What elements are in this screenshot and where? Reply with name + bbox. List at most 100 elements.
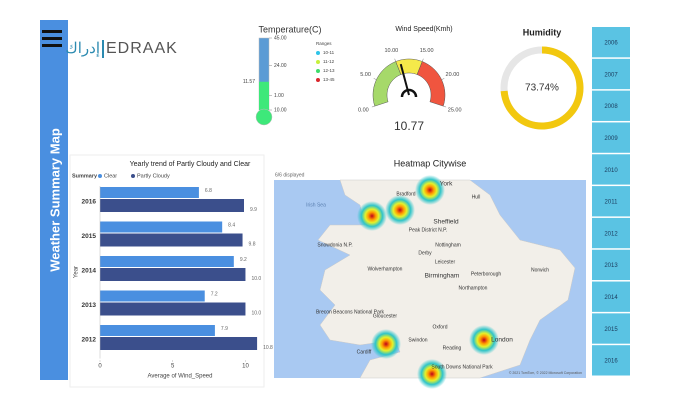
bar	[100, 325, 215, 336]
bar	[100, 233, 243, 247]
legend-title: Ranges	[316, 41, 332, 46]
value-label: 11.57	[243, 79, 255, 85]
year-label: 2006	[604, 40, 618, 46]
year-button[interactable]	[592, 217, 630, 249]
tick-label: 15.00	[420, 48, 434, 54]
heat-spot	[469, 325, 499, 355]
y-tick-label: 2014	[82, 268, 97, 275]
map-credit: © 2021 TomTom, © 2022 Microsoft Corporat…	[509, 371, 582, 375]
legend-label: 10-11	[323, 50, 335, 55]
year-label: 2013	[604, 263, 618, 269]
y-tick-label: 2015	[82, 233, 97, 240]
data-label: 10.8	[263, 345, 273, 351]
gauge-band	[416, 61, 446, 107]
map-label: Norwich	[531, 267, 549, 273]
heat-spot	[385, 195, 415, 225]
bar	[100, 268, 246, 281]
chart-title: Temperature(C)	[258, 24, 321, 34]
map-label: Snowdonia N.P.	[317, 242, 352, 248]
y-tick-label: 10.00	[274, 107, 287, 113]
tick-mark	[441, 78, 445, 80]
data-label: 10.0	[251, 310, 261, 316]
legend-marker	[316, 60, 320, 64]
legend-marker	[316, 78, 320, 82]
map-label: Leicester	[435, 259, 456, 265]
legend-label: 11-12	[323, 59, 335, 64]
year-label: 2008	[604, 104, 618, 110]
chart-title: Wind Speed(Kmh)	[395, 26, 452, 33]
map-label: Peak District N.P.	[409, 227, 448, 233]
legend-marker	[316, 69, 320, 73]
map-label: Cardiff	[357, 349, 372, 355]
logo: EDRAAK	[106, 40, 178, 57]
tick-label: 10.00	[384, 48, 398, 54]
year-label: 2011	[605, 200, 619, 206]
sidebar	[40, 20, 68, 380]
year-button[interactable]	[592, 154, 630, 185]
year-button[interactable]	[592, 345, 630, 376]
logo-divider	[102, 40, 104, 58]
tick-label: 20.00	[446, 72, 460, 78]
year-label: 2012	[604, 231, 618, 237]
value-label: 10.77	[394, 119, 424, 133]
year-button[interactable]	[592, 122, 630, 153]
value-label: 73.74%	[525, 83, 559, 94]
tube-fill	[259, 81, 269, 110]
bar	[100, 337, 258, 350]
map-label: Northampton	[459, 285, 488, 291]
map-label: South Downs National Park	[431, 364, 493, 370]
y-tick-label: 2013	[82, 302, 97, 309]
year-label: 2014	[604, 295, 618, 301]
year-button[interactable]	[592, 249, 630, 281]
y-tick-label: 24.00	[274, 63, 287, 69]
bar	[100, 290, 205, 302]
needle-hub	[400, 88, 418, 98]
chart-title: Humidity	[523, 27, 562, 37]
x-tick-label: 5	[171, 364, 175, 370]
map-label: Irish Sea	[306, 202, 326, 208]
map-label: Derby	[418, 250, 432, 256]
year-button[interactable]	[592, 313, 630, 344]
heat-spot	[371, 329, 401, 359]
map-label: Gloucester	[373, 313, 398, 319]
map-label: Wolverhampton	[368, 266, 403, 272]
bar	[100, 199, 244, 212]
year-button[interactable]	[592, 281, 630, 312]
tick-mark	[373, 78, 377, 80]
land	[317, 179, 576, 379]
sidebar-title: Weather Summary Map	[47, 128, 62, 272]
tick-label: 0.00	[358, 107, 369, 113]
menu-icon[interactable]	[42, 30, 62, 47]
data-label: 7.9	[221, 326, 228, 332]
data-label: 9.2	[240, 257, 247, 263]
data-label: 6.8	[205, 188, 212, 194]
heat-spot	[417, 359, 447, 389]
bar	[100, 187, 199, 198]
year-button[interactable]	[592, 186, 630, 217]
heat-spot	[357, 201, 387, 231]
tick-mark	[443, 105, 447, 108]
y-tick-label: 1.00	[274, 93, 284, 99]
year-label: 2016	[604, 359, 618, 365]
heat-spot	[415, 175, 445, 205]
year-label: 2007	[604, 72, 618, 78]
data-label: 8.4	[228, 222, 235, 228]
tick-label: 25.00	[448, 107, 462, 113]
legend-marker	[131, 174, 135, 178]
tick-label: 5.00	[360, 72, 371, 78]
tick-mark	[422, 58, 424, 62]
map-label: Bradford	[396, 191, 415, 197]
y-axis-title: Year	[74, 266, 80, 278]
year-button[interactable]	[592, 58, 630, 90]
year-button[interactable]	[592, 90, 630, 121]
tick-mark	[371, 105, 375, 108]
map-label: Hull	[472, 194, 481, 200]
map-label: Nottingham	[435, 242, 461, 248]
y-tick-label: 45.00	[274, 35, 287, 41]
data-label: 9.8	[249, 241, 256, 247]
logo-arabic: إدراك	[65, 40, 100, 57]
legend-label: 13-45	[323, 77, 335, 82]
year-button[interactable]	[592, 27, 630, 58]
